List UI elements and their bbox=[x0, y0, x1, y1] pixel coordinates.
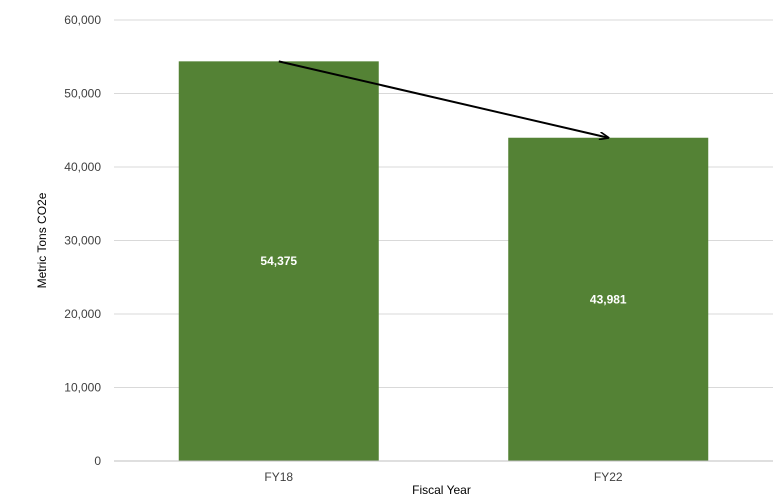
x-tick-label: FY22 bbox=[594, 470, 623, 484]
bar-data-label: 43,981 bbox=[590, 292, 627, 306]
y-axis-ticks: 0 10,000 20,000 30,000 40,000 50,000 60,000 bbox=[64, 13, 101, 468]
bar bbox=[508, 137, 709, 461]
y-tick-label: 10,000 bbox=[64, 381, 101, 395]
y-tick-label: 30,000 bbox=[64, 234, 101, 248]
x-axis-ticks: FY18 FY22 bbox=[264, 470, 623, 484]
bar-data-label: 54,375 bbox=[260, 254, 297, 268]
y-tick-label: 0 bbox=[94, 454, 101, 468]
trend-arrow bbox=[278, 60, 609, 137]
y-tick-label: 50,000 bbox=[64, 87, 101, 101]
bars: 54,375 43,981 bbox=[178, 61, 709, 461]
y-tick-label: 40,000 bbox=[64, 160, 101, 174]
y-axis-title: Metric Tons CO2e bbox=[35, 192, 49, 288]
bar bbox=[178, 61, 379, 461]
y-tick-label: 20,000 bbox=[64, 307, 101, 321]
x-tick-label: FY18 bbox=[264, 470, 293, 484]
x-axis-title: Fiscal Year bbox=[412, 483, 471, 497]
y-tick-label: 60,000 bbox=[64, 13, 101, 27]
